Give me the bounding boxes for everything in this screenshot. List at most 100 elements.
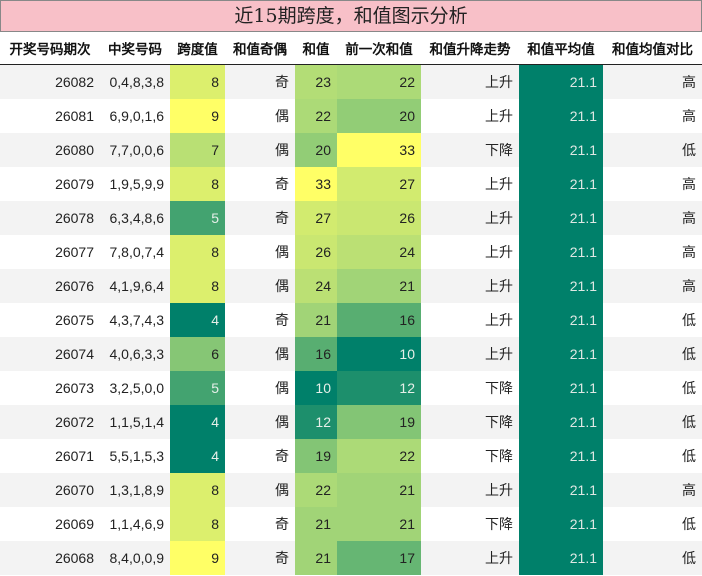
period-cell: 26075: [0, 303, 100, 337]
numbers-cell: 4,1,9,6,4: [100, 269, 170, 303]
avg-cell: 21.1: [519, 473, 603, 507]
prev-sum-cell: 27: [337, 167, 421, 201]
compare-cell: 高: [603, 167, 702, 201]
avg-cell: 21.1: [519, 99, 603, 133]
trend-cell: 上升: [421, 303, 519, 337]
span-cell: 4: [170, 303, 225, 337]
period-cell: 26078: [0, 201, 100, 235]
span-cell: 4: [170, 405, 225, 439]
sum-cell: 20: [295, 133, 337, 167]
avg-cell: 21.1: [519, 235, 603, 269]
prev-sum-cell: 17: [337, 541, 421, 575]
sum-cell: 27: [295, 201, 337, 235]
span-cell: 8: [170, 235, 225, 269]
numbers-cell: 7,7,0,0,6: [100, 133, 170, 167]
compare-cell: 高: [603, 269, 702, 303]
sum-cell: 24: [295, 269, 337, 303]
trend-cell: 上升: [421, 235, 519, 269]
trend-cell: 上升: [421, 473, 519, 507]
parity-cell: 奇: [225, 439, 295, 473]
parity-cell: 奇: [225, 201, 295, 235]
numbers-cell: 7,8,0,7,4: [100, 235, 170, 269]
table-row: 26077 7,8,0,7,4 8 偶 26 24 上升 21.1 高: [0, 235, 702, 269]
span-cell: 5: [170, 201, 225, 235]
numbers-cell: 6,9,0,1,6: [100, 99, 170, 133]
numbers-cell: 1,1,5,1,4: [100, 405, 170, 439]
avg-cell: 21.1: [519, 201, 603, 235]
table-row: 26068 8,4,0,0,9 9 奇 21 17 上升 21.1 低: [0, 541, 702, 575]
compare-cell: 低: [603, 507, 702, 541]
prev-sum-cell: 16: [337, 303, 421, 337]
compare-cell: 低: [603, 303, 702, 337]
sum-cell: 16: [295, 337, 337, 371]
compare-cell: 高: [603, 473, 702, 507]
span-cell: 8: [170, 64, 225, 99]
avg-cell: 21.1: [519, 303, 603, 337]
table-row: 26074 4,0,6,3,3 6 偶 16 10 上升 21.1 低: [0, 337, 702, 371]
prev-sum-cell: 12: [337, 371, 421, 405]
numbers-cell: 8,4,0,0,9: [100, 541, 170, 575]
table-row: 26076 4,1,9,6,4 8 偶 24 21 上升 21.1 高: [0, 269, 702, 303]
avg-cell: 21.1: [519, 405, 603, 439]
numbers-cell: 3,2,5,0,0: [100, 371, 170, 405]
parity-cell: 偶: [225, 269, 295, 303]
sum-cell: 33: [295, 167, 337, 201]
trend-cell: 上升: [421, 64, 519, 99]
span-cell: 9: [170, 99, 225, 133]
table-row: 26071 5,5,1,5,3 4 奇 19 22 下降 21.1 低: [0, 439, 702, 473]
parity-cell: 奇: [225, 507, 295, 541]
col-period-header: 开奖号码期次: [0, 32, 100, 65]
compare-cell: 低: [603, 133, 702, 167]
table-body: 26082 0,4,8,3,8 8 奇 23 22 上升 21.1 高 26081 6,9,0,1,…: [0, 64, 702, 575]
span-cell: 6: [170, 337, 225, 371]
table-row: 26081 6,9,0,1,6 9 偶 22 20 上升 21.1 高: [0, 99, 702, 133]
period-cell: 26081: [0, 99, 100, 133]
parity-cell: 偶: [225, 99, 295, 133]
table-row: 26069 1,1,4,6,9 8 奇 21 21 下降 21.1 低: [0, 507, 702, 541]
compare-cell: 高: [603, 64, 702, 99]
prev-sum-cell: 10: [337, 337, 421, 371]
period-cell: 26080: [0, 133, 100, 167]
period-cell: 26076: [0, 269, 100, 303]
col-avg-header: 和值平均值: [519, 32, 603, 65]
table-title: 近15期跨度，和值图示分析: [0, 0, 702, 32]
prev-sum-cell: 22: [337, 64, 421, 99]
table-row: 26079 1,9,5,9,9 8 奇 33 27 上升 21.1 高: [0, 167, 702, 201]
span-cell: 5: [170, 371, 225, 405]
parity-cell: 偶: [225, 371, 295, 405]
trend-cell: 下降: [421, 371, 519, 405]
col-sum-header: 和值: [295, 32, 337, 65]
table-row: 26070 1,3,1,8,9 8 偶 22 21 上升 21.1 高: [0, 473, 702, 507]
prev-sum-cell: 26: [337, 201, 421, 235]
trend-cell: 上升: [421, 201, 519, 235]
avg-cell: 21.1: [519, 133, 603, 167]
parity-cell: 偶: [225, 405, 295, 439]
sum-cell: 10: [295, 371, 337, 405]
prev-sum-cell: 20: [337, 99, 421, 133]
numbers-cell: 1,3,1,8,9: [100, 473, 170, 507]
prev-sum-cell: 33: [337, 133, 421, 167]
avg-cell: 21.1: [519, 337, 603, 371]
avg-cell: 21.1: [519, 439, 603, 473]
sum-cell: 22: [295, 473, 337, 507]
compare-cell: 低: [603, 405, 702, 439]
span-cell: 9: [170, 541, 225, 575]
sum-cell: 21: [295, 507, 337, 541]
period-cell: 26074: [0, 337, 100, 371]
sum-cell: 26: [295, 235, 337, 269]
parity-cell: 奇: [225, 167, 295, 201]
parity-cell: 奇: [225, 64, 295, 99]
parity-cell: 奇: [225, 303, 295, 337]
avg-cell: 21.1: [519, 167, 603, 201]
sum-cell: 19: [295, 439, 337, 473]
sum-cell: 23: [295, 64, 337, 99]
numbers-cell: 4,0,6,3,3: [100, 337, 170, 371]
trend-cell: 上升: [421, 337, 519, 371]
period-cell: 26071: [0, 439, 100, 473]
avg-cell: 21.1: [519, 541, 603, 575]
parity-cell: 偶: [225, 235, 295, 269]
table-row: 26075 4,3,7,4,3 4 奇 21 16 上升 21.1 低: [0, 303, 702, 337]
span-cell: 8: [170, 167, 225, 201]
table-row: 26072 1,1,5,1,4 4 偶 12 19 下降 21.1 低: [0, 405, 702, 439]
trend-cell: 下降: [421, 439, 519, 473]
